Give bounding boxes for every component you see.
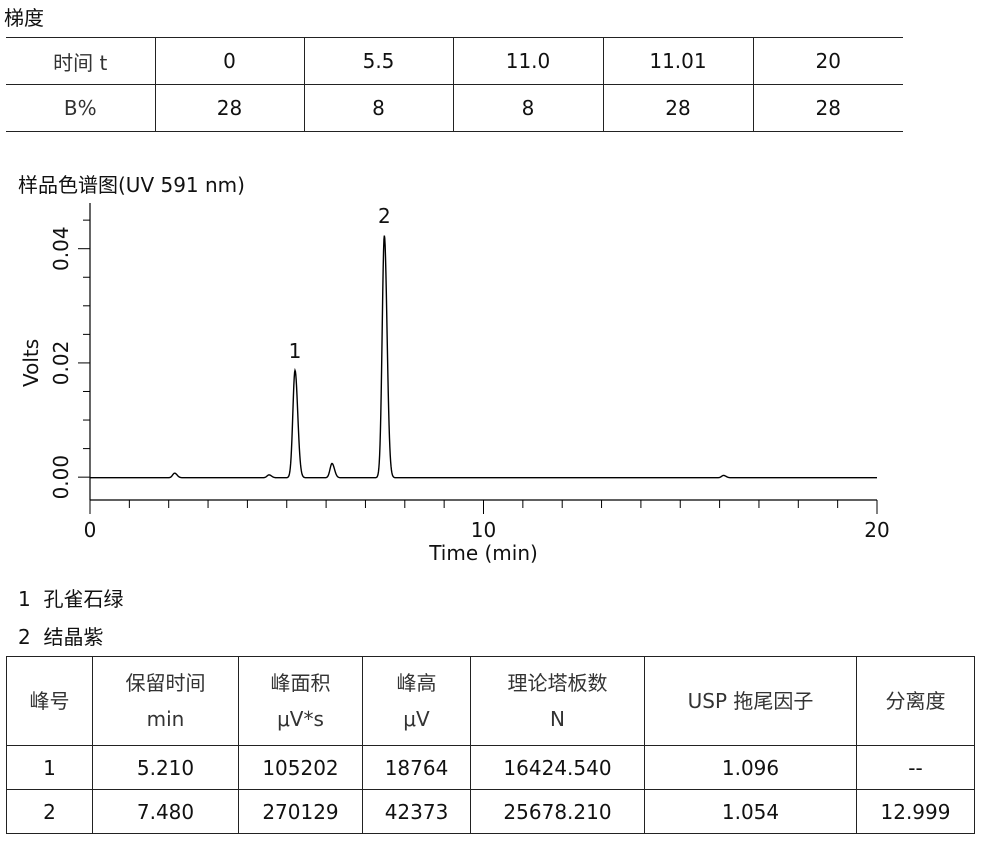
header-theoretical-plates: 理论塔板数 N [470, 656, 645, 746]
x-tick-label: 10 [471, 518, 496, 542]
table-cell: 5.210 [92, 745, 239, 790]
legend-number: 1 [18, 587, 31, 611]
peak-label: 2 [378, 204, 391, 228]
header-peak-area: 峰面积 μV*s [238, 656, 363, 746]
table-cell: -- [856, 745, 975, 790]
header-peak-height: 峰高 μV [362, 656, 471, 746]
x-tick-label: 20 [864, 518, 889, 542]
gradient-time-row: 时间 t 0 5.5 11.0 11.01 20 [6, 37, 903, 85]
table-cell: 2 [6, 789, 93, 834]
gradient-time-cell: 20 [752, 37, 903, 85]
y-tick-label: 0.02 [49, 341, 73, 386]
header-tailing-factor: USP 拖尾因子 [644, 656, 857, 746]
y-axis-label: Volts [19, 339, 43, 387]
table-cell: 1.054 [644, 789, 857, 834]
gradient-b-cell: 8 [452, 84, 604, 132]
legend-number: 2 [18, 625, 31, 649]
chromatogram: 0 10 20 0.00 0.02 0.04 Time (min) Volts 1 2 [19, 203, 890, 565]
legend-compound: 孔雀石绿 [43, 587, 124, 611]
gradient-b-cell: 28 [602, 84, 754, 132]
table-cell: 25678.210 [470, 789, 645, 834]
table-cell: 1.096 [644, 745, 857, 790]
gradient-b-cell: 28 [154, 84, 305, 132]
table-cell: 42373 [362, 789, 471, 834]
table-cell: 7.480 [92, 789, 239, 834]
y-tick-label: 0.04 [49, 226, 73, 271]
gradient-row-label: 时间 t [6, 37, 156, 85]
peak-legend-1: 1 孔雀石绿 [18, 583, 123, 612]
gradient-time-cell: 0 [154, 37, 305, 85]
table-cell: 105202 [238, 745, 363, 790]
chart-title: 样品色谱图(UV 591 nm) [18, 173, 245, 197]
table-cell: 270129 [238, 789, 363, 834]
results-table: 峰号 保留时间 min 峰面积 μV*s 峰高 μV 理论塔板数 N USP 拖尾因子 … [6, 656, 975, 834]
peak-legend-2: 2 结晶紫 [18, 621, 103, 650]
gradient-b-row: B% 28 8 8 28 28 [6, 84, 903, 132]
table-row: 1 5.210 105202 18764 16424.540 1.096 -- [6, 745, 975, 790]
table-cell: 16424.540 [470, 745, 645, 790]
gradient-time-cell: 11.01 [602, 37, 754, 85]
gradient-time-cell: 5.5 [303, 37, 454, 85]
gradient-title: 梯度 [4, 6, 44, 30]
table-cell: 12.999 [856, 789, 975, 834]
legend-compound: 结晶紫 [43, 625, 104, 649]
y-tick-label: 0.00 [49, 455, 73, 500]
table-cell: 1 [6, 745, 93, 790]
peak-label: 1 [289, 339, 302, 363]
header-retention-time: 保留时间 min [92, 656, 239, 746]
gradient-table: 时间 t 0 5.5 11.0 11.01 20 B% 28 8 8 28 28 [6, 37, 903, 132]
x-axis-label: Time (min) [428, 541, 538, 565]
x-tick-label: 0 [84, 518, 97, 542]
header-peak-no: 峰号 [6, 656, 93, 746]
gradient-time-cell: 11.0 [452, 37, 604, 85]
gradient-b-cell: 8 [303, 84, 454, 132]
table-cell: 18764 [362, 745, 471, 790]
gradient-b-cell: 28 [752, 84, 903, 132]
table-row: 2 7.480 270129 42373 25678.210 1.054 12.… [6, 789, 975, 834]
header-resolution: 分离度 [856, 656, 975, 746]
results-header-row: 峰号 保留时间 min 峰面积 μV*s 峰高 μV 理论塔板数 N USP 拖尾因子 … [6, 656, 975, 746]
chromatogram-trace [90, 235, 877, 479]
gradient-row-label: B% [6, 84, 156, 132]
